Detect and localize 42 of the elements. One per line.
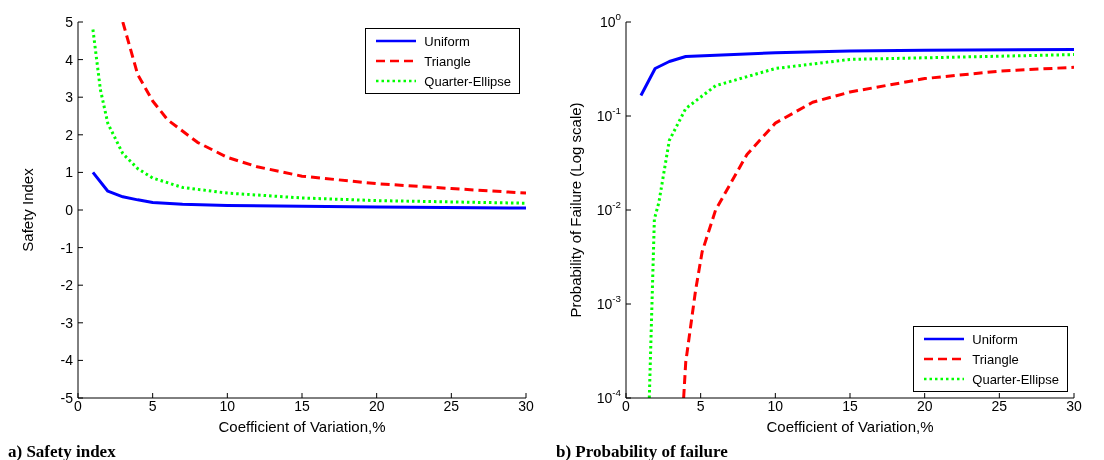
y-tick-label: -2 bbox=[60, 277, 74, 294]
y-axis-title: Probability of Failure (Log scale) bbox=[567, 102, 585, 318]
legend-label: Uniform bbox=[424, 33, 470, 49]
y-tick-label: 0 bbox=[65, 202, 74, 218]
y-tick-label: 2 bbox=[65, 126, 74, 143]
x-tick-label: 5 bbox=[148, 398, 157, 415]
legend-label: Quarter-Ellipse bbox=[972, 371, 1059, 387]
x-tick-label: 10 bbox=[767, 398, 784, 415]
y-tick-label: -3 bbox=[60, 314, 74, 331]
x-tick-label: 30 bbox=[518, 398, 534, 415]
text: b) Probability of failure bbox=[556, 442, 729, 460]
x-tick-label: 20 bbox=[368, 398, 385, 415]
legend-label: Uniform bbox=[972, 331, 1018, 347]
line-series bbox=[91, 170, 526, 210]
y-axis-title: Safety Index bbox=[19, 167, 37, 252]
text: a) Safety index bbox=[8, 442, 117, 460]
legend-label: Triangle bbox=[972, 351, 1019, 367]
y-tick-label: 10$^{-1}$ bbox=[596, 105, 621, 124]
x-axis-title: Coefficient of Variation,% bbox=[766, 418, 934, 435]
x-tick-label: 20 bbox=[916, 398, 933, 415]
y-tick-label: -4 bbox=[60, 352, 74, 369]
x-tick-label: 25 bbox=[443, 398, 460, 415]
legend-label: Triangle bbox=[424, 53, 471, 69]
x-tick-label: 5 bbox=[696, 398, 705, 415]
y-tick-label: 10$^{-2}$ bbox=[596, 199, 621, 218]
y-tick-label: -5 bbox=[60, 390, 74, 406]
x-axis-title: Coefficient of Variation,% bbox=[218, 418, 386, 435]
y-tick-label: -1 bbox=[60, 239, 74, 256]
y-tick-label: 4 bbox=[65, 51, 74, 68]
y-tick-label: 10$^{0}$ bbox=[599, 11, 622, 30]
line-series bbox=[639, 47, 1074, 98]
y-tick-label: 3 bbox=[65, 89, 74, 106]
x-tick-label: 10 bbox=[219, 398, 236, 415]
y-tick-label: 10$^{-3}$ bbox=[596, 293, 622, 312]
x-tick-label: 25 bbox=[991, 398, 1008, 415]
y-tick-label: 1 bbox=[65, 164, 74, 181]
legend-label: Quarter-Ellipse bbox=[424, 73, 511, 89]
x-tick-label: 15 bbox=[294, 398, 310, 415]
y-tick-label: 10$^{-4}$ bbox=[596, 387, 622, 406]
x-tick-label: 15 bbox=[842, 398, 858, 415]
x-tick-label: 30 bbox=[1066, 398, 1082, 415]
y-tick-label: 5 bbox=[65, 14, 74, 30]
